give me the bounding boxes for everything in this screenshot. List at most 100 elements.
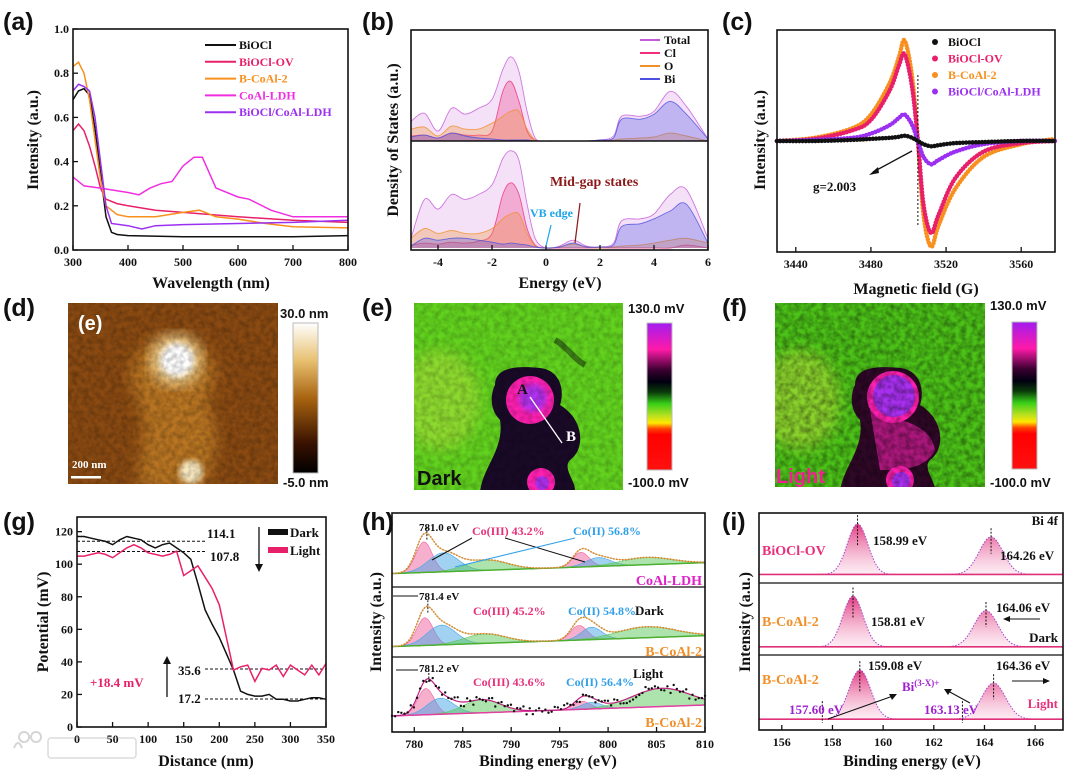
h-data-point: [522, 705, 525, 708]
h-data-point: [434, 684, 438, 688]
h-data-point: [444, 691, 447, 694]
h-data-point: [431, 676, 434, 680]
b-axes: -4 -2 0 2 4 6: [433, 245, 711, 269]
c-xtick-label: 3520: [934, 257, 958, 271]
h-data-point: [415, 696, 419, 700]
g-series-light: [77, 543, 327, 684]
b-ylabel: Density of States (a.u.): [385, 63, 402, 216]
h-s2-co2: Co(II) 54.8%: [568, 604, 636, 618]
g-shift-label: +18.4 mV: [90, 675, 144, 690]
i-s1-p1: 158.99 eV: [873, 533, 928, 548]
b-legend-label: O: [664, 59, 673, 73]
h-data-point: [578, 700, 581, 704]
i-peak-area: [759, 670, 1063, 720]
i-arrow-low2: [947, 690, 971, 704]
h-s2-label: B-CoAl-2: [645, 645, 702, 660]
panel-label-f: (f): [722, 294, 747, 322]
g-xtick-label: 150: [175, 732, 193, 746]
a-ytick-label: 0.4: [54, 155, 69, 169]
g-down-arrowhead: [255, 564, 263, 572]
i-peak-area: [759, 596, 1063, 647]
h-data-point: [685, 688, 688, 691]
g-xtick-label: 300: [281, 732, 299, 746]
i-arrowhead-low2: [944, 689, 952, 695]
h-envelope-line: [391, 606, 706, 647]
h-arrow-1: [431, 537, 473, 561]
h-data-point: [528, 707, 531, 710]
b-xtick-label: 4: [651, 255, 657, 269]
g-ytick-label: 120: [55, 525, 73, 539]
a-ytick-label: 0.8: [54, 66, 69, 80]
c-legend-label: BiOCl-OV: [948, 52, 1003, 66]
h-data-point: [422, 679, 425, 683]
kpfm-dark-scale-max: 130.0 mV: [628, 301, 685, 316]
h-data-point: [412, 706, 416, 709]
h-data-point: [681, 690, 685, 693]
h-data-point: [594, 701, 597, 704]
i-xlabel: Binding energy (eV): [843, 753, 981, 770]
h-data-point: [566, 702, 569, 705]
h-data-point: [597, 699, 600, 702]
i-low1: 157.60 eV: [789, 702, 844, 717]
g-plot-frame: [76, 516, 327, 728]
c-g-arrowhead: [869, 167, 879, 175]
afm-scalebar-label: 200 nm: [72, 459, 107, 471]
g-legend-swatch: [268, 547, 288, 553]
a-ytick-label: 0.0: [54, 243, 69, 257]
afm-scale-max: 30.0 nm: [280, 306, 328, 321]
c-legend-label: BiOCl: [948, 35, 981, 49]
h-data-point: [490, 696, 494, 700]
h-xtick-label: 805: [648, 737, 666, 751]
h-data-point: [478, 697, 481, 701]
h-s2-mode: Dark: [635, 603, 665, 618]
a-xtick-label: 800: [339, 255, 357, 269]
h-s3-label: B-CoAl-2: [645, 716, 702, 731]
h-xtick-label: 785: [454, 737, 472, 751]
g-ytick-label: 40: [61, 655, 73, 669]
b-midgap-arrow: [574, 202, 581, 244]
i-title: Bi 4f: [1032, 513, 1059, 528]
kpfm-dark-scale-min: -100.0 mV: [628, 475, 689, 490]
h-data-point: [456, 696, 459, 699]
panel-label-c: (c): [722, 8, 753, 36]
g-light-low: 35.6: [178, 663, 201, 678]
c-g-arrow: [872, 150, 913, 173]
a-xtick-label: 700: [284, 255, 302, 269]
afm-inset-label: (e): [78, 313, 102, 335]
i-s2-label: B-CoAl-2: [762, 615, 819, 630]
i-ylabel: Intensity (a.u.): [737, 572, 754, 672]
h-data-point: [544, 708, 547, 711]
kpfm-point-b: B: [566, 429, 576, 445]
a-legend-label: BiOCl/CoAl-LDH: [239, 105, 332, 119]
g-xtick-label: 50: [107, 732, 119, 746]
i-bi-label: Bi(3-X)+: [902, 678, 939, 694]
i-xtick-label: 164: [975, 735, 993, 749]
h-data-point: [462, 705, 466, 708]
h-s1-peak: 781.0 eV: [419, 522, 459, 534]
h-data-point: [553, 705, 556, 709]
h-arrow-2: [504, 537, 586, 563]
h-xtick-label: 790: [502, 737, 520, 751]
h-envelope-line: [391, 532, 705, 574]
a-series-biocl-coal-ldh: [72, 83, 349, 230]
b-lower-o-area: [411, 212, 708, 249]
h-data-point: [472, 703, 475, 706]
h-data-point: [700, 696, 704, 700]
h-data-point: [506, 704, 510, 707]
a-xtick-label: 500: [174, 255, 192, 269]
b-lower-bi-area: [411, 202, 708, 248]
i-plot-frame: [758, 512, 1064, 731]
h-data-point: [638, 693, 641, 697]
i-s3-p2: 164.36 eV: [996, 658, 1051, 673]
a-xlabel: Wavelength (nm): [152, 275, 270, 292]
c-xtick-label: 3440: [784, 257, 808, 271]
a-xtick-label: 400: [119, 255, 137, 269]
h-data-point: [656, 686, 660, 689]
i-fit-line: [759, 669, 1063, 720]
afm-scale-min: -5.0 nm: [283, 475, 329, 490]
h-data-point: [406, 711, 409, 714]
i-s2-p1: 158.81 eV: [871, 614, 926, 629]
kpfm-dark-image: [414, 303, 623, 490]
